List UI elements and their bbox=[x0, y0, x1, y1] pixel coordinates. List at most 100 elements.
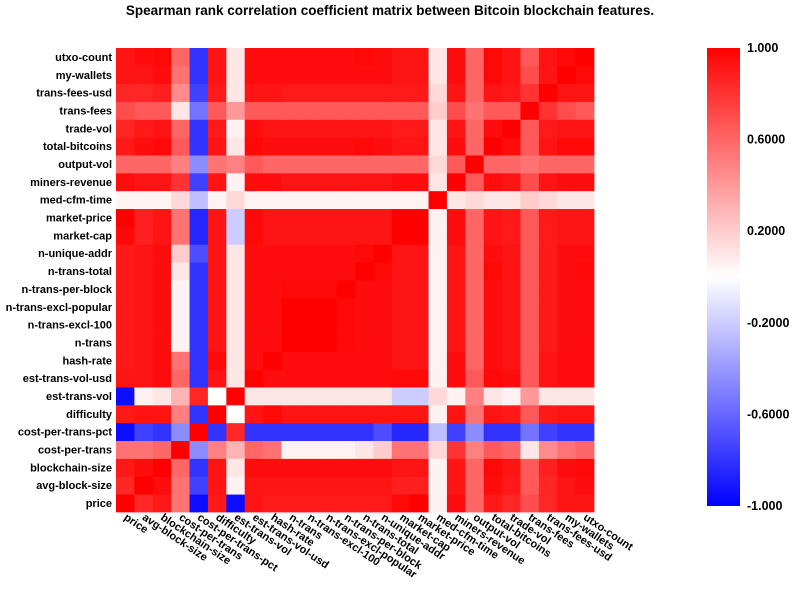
heatmap-cell-hash-rate-vs-est-trans-vol bbox=[226, 351, 246, 370]
heatmap-cell-n-trans-vs-utxo-count bbox=[575, 333, 595, 352]
heatmap-cell-trans-fees-usd-vs-est-trans-vol-usd bbox=[244, 83, 264, 102]
heatmap-cell-price-vs-utxo-count bbox=[575, 494, 595, 513]
heatmap-cell-med-cfm-time-vs-hash-rate bbox=[263, 190, 282, 210]
heatmap-cell-n-trans-per-block-vs-n-trans-excl-popular bbox=[318, 280, 338, 299]
y-tick-label-cost-per-trans-pct: cost-per-trans-pct bbox=[18, 427, 112, 439]
heatmap-cell-n-trans-excl-popular-vs-med-cfm-time bbox=[428, 297, 448, 317]
heatmap-cell-miners-revenue-vs-hash-rate bbox=[263, 172, 282, 192]
heatmap-cell-trans-fees-vs-trade-vol bbox=[502, 101, 521, 120]
heatmap-cell-output-vol-vs-n-unique-addr bbox=[373, 155, 393, 174]
heatmap-cell-med-cfm-time-vs-est-trans-vol bbox=[226, 190, 246, 210]
heatmap-cell-trans-fees-usd-vs-avg-block-size bbox=[134, 83, 154, 102]
heatmap-cell-med-cfm-time-vs-blockchain-size bbox=[152, 190, 172, 210]
heatmap-cell-my-wallets-vs-est-trans-vol bbox=[226, 65, 246, 85]
heatmap-cell-n-trans-per-block-vs-market-cap bbox=[391, 280, 411, 299]
heatmap-cell-trans-fees-usd-vs-n-trans-excl-100 bbox=[299, 83, 319, 102]
heatmap-cell-hash-rate-vs-n-trans-per-block bbox=[336, 351, 356, 370]
heatmap-cell-cost-per-trans-pct-vs-trans-fees bbox=[520, 422, 540, 442]
heatmap-cell-est-trans-vol-vs-market-cap bbox=[391, 387, 411, 406]
heatmap-cell-miners-revenue-vs-med-cfm-time bbox=[428, 172, 448, 192]
heatmap-cell-cost-per-trans-vs-blockchain-size bbox=[152, 440, 172, 459]
heatmap-cell-output-vol-vs-trans-fees-usd bbox=[538, 155, 558, 174]
heatmap-cell-difficulty-vs-difficulty bbox=[207, 404, 227, 424]
heatmap-cell-est-trans-vol-usd-vs-cost-per-trans-pct bbox=[189, 369, 209, 388]
y-tick-label-n-trans-total: n-trans-total bbox=[48, 266, 112, 278]
y-tick-label-my-wallets: my-wallets bbox=[56, 70, 112, 82]
heatmap-cell-est-trans-vol-usd-vs-total-bitcoins bbox=[483, 369, 503, 388]
heatmap-cell-n-trans-vs-est-trans-vol bbox=[226, 333, 246, 352]
heatmap-cell-cost-per-trans-vs-trans-fees-usd bbox=[538, 440, 558, 459]
heatmap-cell-market-cap-vs-hash-rate bbox=[263, 226, 282, 245]
heatmap-cell-n-trans-excl-popular-vs-n-trans-per-block bbox=[336, 297, 356, 317]
heatmap-cell-total-bitcoins-vs-est-trans-vol bbox=[226, 137, 246, 156]
heatmap-cell-difficulty-vs-market-cap bbox=[391, 404, 411, 424]
heatmap-cell-est-trans-vol-vs-cost-per-trans bbox=[171, 387, 190, 406]
heatmap-cell-blockchain-size-vs-blockchain-size bbox=[152, 458, 172, 477]
heatmap-cell-my-wallets-vs-n-trans-total bbox=[355, 65, 374, 85]
heatmap-cell-n-trans-vs-trade-vol bbox=[502, 333, 521, 352]
heatmap-cell-blockchain-size-vs-total-bitcoins bbox=[483, 458, 503, 477]
heatmap-cell-trans-fees-vs-n-trans-total bbox=[355, 101, 374, 120]
heatmap-cell-utxo-count-vs-cost-per-trans-pct bbox=[189, 48, 209, 67]
heatmap-cell-est-trans-vol-vs-n-trans-excl-popular bbox=[318, 387, 338, 406]
heatmap-cell-hash-rate-vs-n-trans-total bbox=[355, 351, 374, 370]
heatmap-cell-cost-per-trans-vs-n-trans-excl-popular bbox=[318, 440, 338, 459]
heatmap-cell-price-vs-my-wallets bbox=[557, 494, 577, 513]
heatmap-cell-est-trans-vol-vs-difficulty bbox=[207, 387, 227, 406]
heatmap-cell-total-bitcoins-vs-cost-per-trans-pct bbox=[189, 137, 209, 156]
heatmap-cell-est-trans-vol-usd-vs-est-trans-vol bbox=[226, 369, 246, 388]
heatmap-cell-blockchain-size-vs-hash-rate bbox=[263, 458, 282, 477]
heatmap-cell-total-bitcoins-vs-my-wallets bbox=[557, 137, 577, 156]
heatmap-cell-cost-per-trans-pct-vs-difficulty bbox=[207, 422, 227, 442]
heatmap-cell-cost-per-trans-vs-est-trans-vol bbox=[226, 440, 246, 459]
y-tick-label-avg-block-size: avg-block-size bbox=[36, 480, 112, 492]
heatmap-cell-n-trans-total-vs-miners-revenue bbox=[446, 262, 466, 281]
y-tick-label-trans-fees-usd: trans-fees-usd bbox=[36, 88, 112, 100]
heatmap-cell-est-trans-vol-vs-n-trans-total bbox=[355, 387, 374, 406]
heatmap-cell-avg-block-size-vs-miners-revenue bbox=[446, 476, 466, 495]
heatmap-cell-trans-fees-usd-vs-trans-fees-usd bbox=[538, 83, 558, 102]
heatmap-cell-hash-rate-vs-hash-rate bbox=[263, 351, 282, 370]
heatmap-cell-trans-fees-vs-cost-per-trans bbox=[171, 101, 190, 120]
heatmap-cell-avg-block-size-vs-cost-per-trans bbox=[171, 476, 190, 495]
heatmap-cell-my-wallets-vs-n-unique-addr bbox=[373, 65, 393, 85]
heatmap-cell-trans-fees-usd-vs-cost-per-trans bbox=[171, 83, 190, 102]
heatmap-cell-trade-vol-vs-n-trans bbox=[281, 119, 301, 138]
heatmap-cell-med-cfm-time-vs-n-trans-total bbox=[355, 190, 374, 210]
heatmap-cell-n-trans-excl-popular-vs-n-unique-addr bbox=[373, 297, 393, 317]
heatmap-cell-market-price-vs-n-trans-excl-popular bbox=[318, 208, 338, 227]
heatmap-cell-trade-vol-vs-price bbox=[116, 119, 135, 138]
heatmap-cell-blockchain-size-vs-price bbox=[116, 458, 135, 477]
heatmap-cell-blockchain-size-vs-n-trans-excl-popular bbox=[318, 458, 338, 477]
heatmap-cell-my-wallets-vs-trans-fees bbox=[520, 65, 540, 85]
heatmap-cell-med-cfm-time-vs-cost-per-trans-pct bbox=[189, 190, 209, 210]
heatmap-cell-trade-vol-vs-market-price bbox=[410, 119, 429, 138]
heatmap-cell-n-trans-per-block-vs-cost-per-trans bbox=[171, 280, 190, 299]
heatmap-cell-utxo-count-vs-med-cfm-time bbox=[428, 48, 448, 67]
heatmap-cell-cost-per-trans-pct-vs-cost-per-trans bbox=[171, 422, 190, 442]
heatmap-cell-n-unique-addr-vs-difficulty bbox=[207, 244, 227, 263]
heatmap-cell-hash-rate-vs-blockchain-size bbox=[152, 351, 172, 370]
heatmap-cell-blockchain-size-vs-difficulty bbox=[207, 458, 227, 477]
heatmap-cell-trans-fees-vs-n-trans-excl-popular bbox=[318, 101, 338, 120]
heatmap-cell-n-trans-per-block-vs-hash-rate bbox=[263, 280, 282, 299]
heatmap-cell-miners-revenue-vs-output-vol bbox=[465, 172, 485, 192]
heatmap-cell-difficulty-vs-n-unique-addr bbox=[373, 404, 393, 424]
heatmap-cell-cost-per-trans-pct-vs-my-wallets bbox=[557, 422, 577, 442]
heatmap-cell-utxo-count-vs-cost-per-trans bbox=[171, 48, 190, 67]
heatmap-cell-blockchain-size-vs-n-trans-excl-100 bbox=[299, 458, 319, 477]
heatmap-cell-market-price-vs-cost-per-trans-pct bbox=[189, 208, 209, 227]
colorbar-tick-label: -1.000 bbox=[747, 499, 782, 513]
y-tick-label-n-unique-addr: n-unique-addr bbox=[38, 248, 113, 260]
heatmap-cell-market-price-vs-est-trans-vol-usd bbox=[244, 208, 264, 227]
heatmap-cell-n-unique-addr-vs-market-cap bbox=[391, 244, 411, 263]
heatmap-cell-market-cap-vs-trans-fees-usd bbox=[538, 226, 558, 245]
heatmap-cell-difficulty-vs-my-wallets bbox=[557, 404, 577, 424]
y-tick-label-trans-fees: trans-fees bbox=[59, 105, 112, 117]
heatmap-cell-my-wallets-vs-price bbox=[116, 65, 135, 85]
colorbar-tick-label: 1.000 bbox=[747, 41, 778, 55]
heatmap-cell-est-trans-vol-usd-vs-n-trans-excl-100 bbox=[299, 369, 319, 388]
heatmap-cell-n-trans-per-block-vs-blockchain-size bbox=[152, 280, 172, 299]
heatmap-cell-est-trans-vol-vs-est-trans-vol bbox=[226, 387, 246, 406]
heatmap-cell-market-cap-vs-est-trans-vol-usd bbox=[244, 226, 264, 245]
